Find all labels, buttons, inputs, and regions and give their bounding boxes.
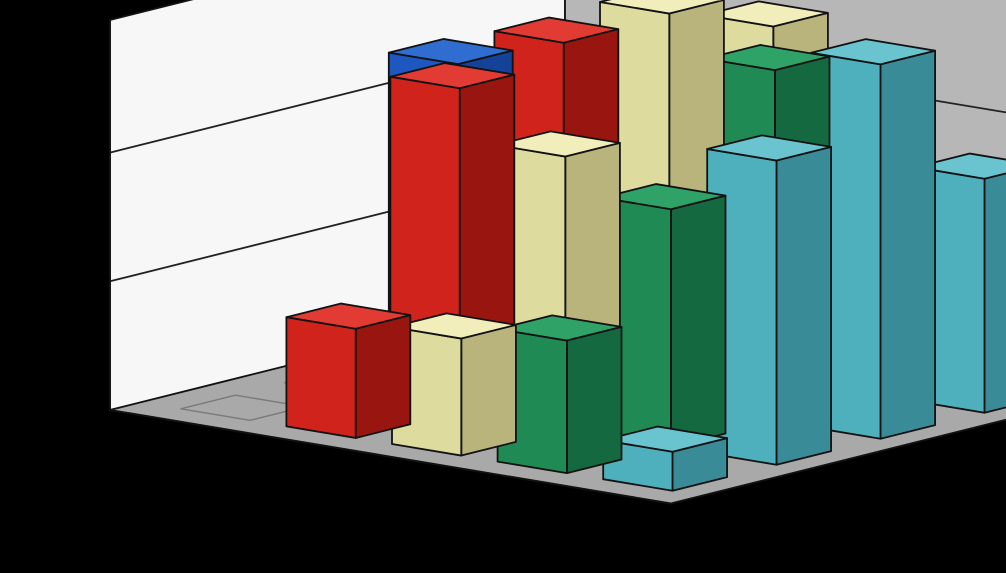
chart-3d-bar	[0, 0, 1006, 573]
